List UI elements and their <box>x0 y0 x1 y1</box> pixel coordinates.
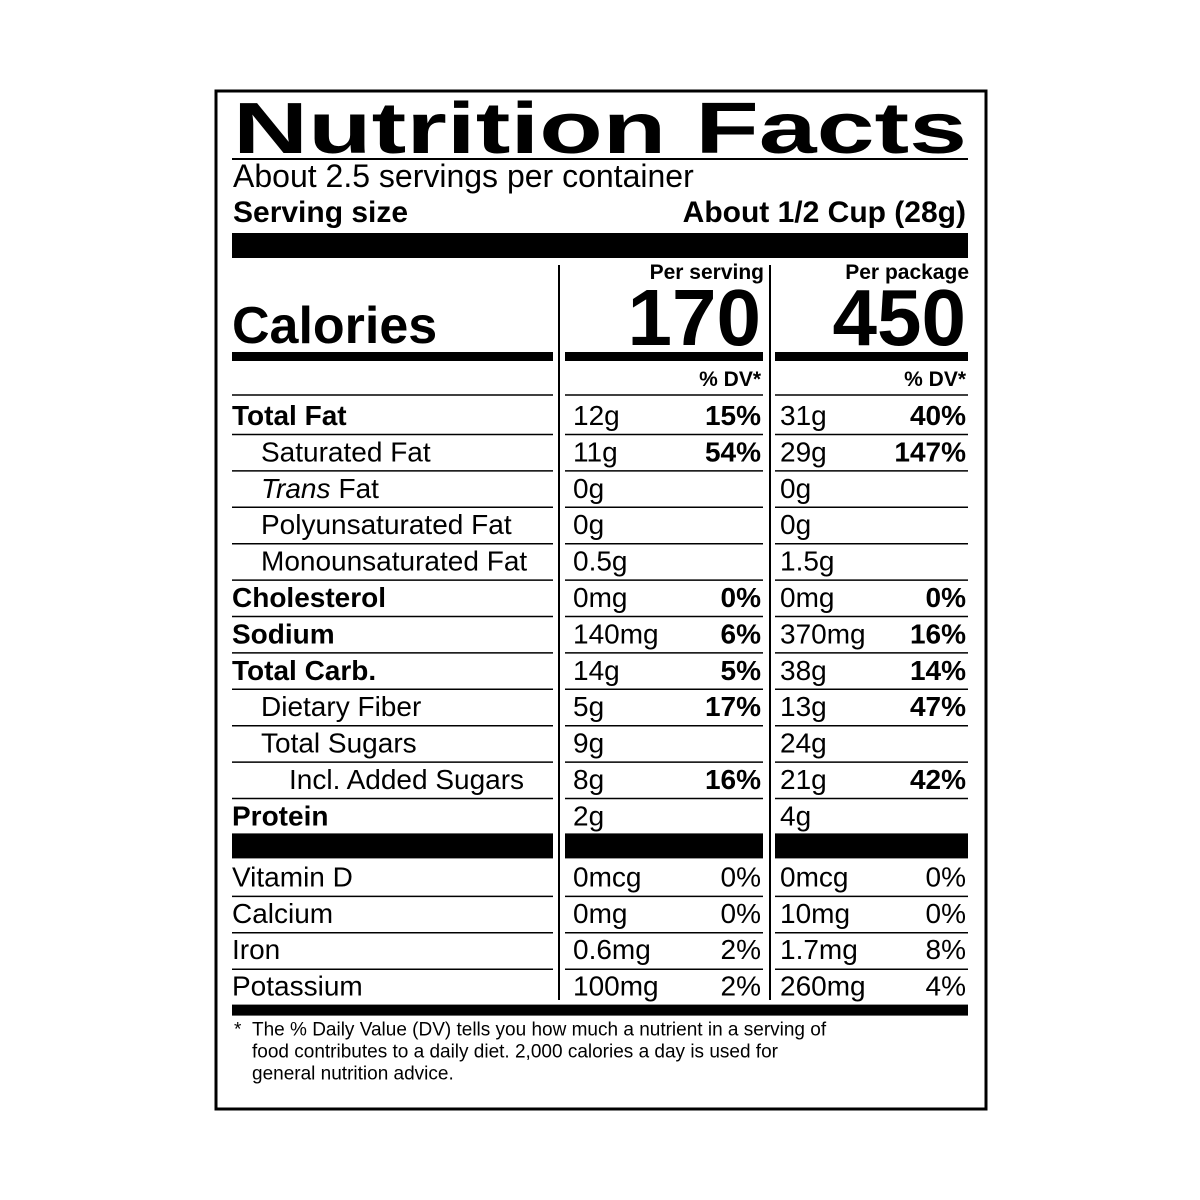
amount: 29g <box>780 436 827 467</box>
amount: 4g <box>780 800 811 831</box>
amount: 21g <box>780 764 827 795</box>
daily-value: 147% <box>894 436 966 467</box>
amount: 0g <box>780 509 811 540</box>
footnote-line: The % Daily Value (DV) tells you how muc… <box>252 1020 827 1041</box>
footnote-line: general nutrition advice. <box>252 1064 454 1085</box>
vitamin-name: Calcium <box>232 898 333 929</box>
servings: About 2.5 servings per container <box>233 158 694 194</box>
amount: 9g <box>573 728 604 759</box>
dv-header: % DV* <box>699 368 762 391</box>
nutrient-name: Trans Fat <box>261 473 379 504</box>
nutrient-name: Total Sugars <box>261 728 417 759</box>
daily-value: 16% <box>910 618 966 649</box>
amount: 0g <box>573 473 604 504</box>
amount: 0.6mg <box>573 934 651 965</box>
daily-value: 0% <box>926 582 967 613</box>
nutrient-name: Sodium <box>232 618 335 649</box>
amount: 0mcg <box>780 861 848 892</box>
column-header: Per package <box>845 261 969 284</box>
nutrient-name: Total Fat <box>232 400 347 431</box>
amount: 0.5g <box>573 546 628 577</box>
daily-value: 54% <box>705 436 761 467</box>
amount: 0mg <box>573 898 627 929</box>
serving-size-value: About 1/2 Cup (28g) <box>683 196 966 229</box>
calories-value: 450 <box>833 273 966 362</box>
daily-value: 2% <box>721 971 761 1002</box>
thick-bar <box>775 833 968 859</box>
footnote-mark: * <box>234 1020 242 1041</box>
daily-value: 8% <box>926 934 966 965</box>
amount: 370mg <box>780 618 866 649</box>
nutrient-name: Saturated Fat <box>261 436 431 467</box>
thick-bar <box>775 352 968 361</box>
label-border <box>214 89 988 1111</box>
amount: 1.7mg <box>780 934 858 965</box>
thick-bar <box>232 833 553 859</box>
thick-bar <box>565 833 763 859</box>
calories-label: Calories <box>232 297 437 355</box>
daily-value: 5% <box>721 655 762 686</box>
amount: 11g <box>573 436 618 467</box>
nutrient-name: Polyunsaturated Fat <box>261 509 512 540</box>
daily-value: 42% <box>910 764 966 795</box>
daily-value: 40% <box>910 400 966 431</box>
daily-value: 6% <box>721 618 762 649</box>
amount: 14g <box>573 655 620 686</box>
amount: 0g <box>573 509 604 540</box>
amount: 31g <box>780 400 827 431</box>
daily-value: 16% <box>705 764 761 795</box>
daily-value: 0% <box>721 898 761 929</box>
nutrient-name: Incl. Added Sugars <box>289 764 524 795</box>
nutrient-name: Protein <box>232 800 328 831</box>
footnote-line: food contributes to a daily diet. 2,000 … <box>252 1042 779 1063</box>
amount: 0mg <box>780 582 834 613</box>
daily-value: 0% <box>721 582 762 613</box>
nutrient-name: Dietary Fiber <box>261 691 421 722</box>
amount: 8g <box>573 764 604 795</box>
daily-value: 14% <box>910 655 966 686</box>
title: Nutrition Facts <box>233 89 967 169</box>
amount: 260mg <box>780 971 866 1002</box>
amount: 0mg <box>573 582 627 613</box>
amount: 100mg <box>573 971 659 1002</box>
serving-size-label: Serving size <box>233 196 408 229</box>
nutrient-name-rest: Fat <box>339 473 380 504</box>
nutrient-name-italic: Trans <box>261 473 331 504</box>
vitamin-name: Potassium <box>232 971 363 1002</box>
dv-header: % DV* <box>904 368 967 391</box>
daily-value: 47% <box>910 691 966 722</box>
nutrient-name: Cholesterol <box>232 582 386 613</box>
daily-value: 15% <box>705 400 761 431</box>
amount: 10mg <box>780 898 850 929</box>
thick-bar <box>232 233 968 258</box>
daily-value: 17% <box>705 691 761 722</box>
calories-value: 170 <box>628 273 761 362</box>
amount: 38g <box>780 655 827 686</box>
amount: 0g <box>780 473 811 504</box>
amount: 24g <box>780 728 827 759</box>
nutrient-name: Total Carb. <box>232 655 376 686</box>
nutrient-name: Monounsaturated Fat <box>261 546 527 577</box>
amount: 1.5g <box>780 546 835 577</box>
daily-value: 0% <box>721 861 761 892</box>
daily-value: 4% <box>926 971 966 1002</box>
amount: 140mg <box>573 618 659 649</box>
vitamin-name: Vitamin D <box>232 861 353 892</box>
thick-bar <box>565 352 763 361</box>
amount: 13g <box>780 691 827 722</box>
thick-bar <box>232 1004 968 1016</box>
daily-value: 2% <box>721 934 761 965</box>
amount: 5g <box>573 691 604 722</box>
vitamin-name: Iron <box>232 934 280 965</box>
amount: 2g <box>573 800 604 831</box>
amount: 0mcg <box>573 861 641 892</box>
amount: 12g <box>573 400 620 431</box>
column-header: Per serving <box>650 261 764 284</box>
thick-bar <box>232 352 553 361</box>
daily-value: 0% <box>926 861 966 892</box>
daily-value: 0% <box>926 898 966 929</box>
